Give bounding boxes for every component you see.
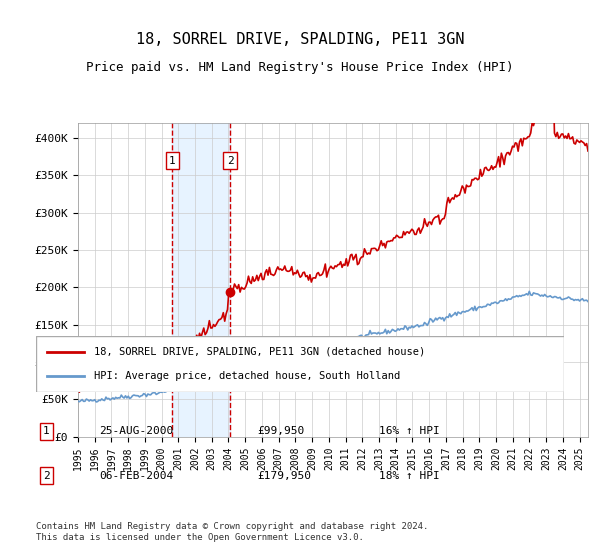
Text: 1: 1: [43, 426, 50, 436]
Text: 06-FEB-2004: 06-FEB-2004: [100, 471, 173, 481]
Text: 1: 1: [169, 156, 176, 166]
Text: 16% ↑ HPI: 16% ↑ HPI: [379, 426, 440, 436]
Text: 18% ↑ HPI: 18% ↑ HPI: [379, 471, 440, 481]
FancyBboxPatch shape: [36, 336, 564, 392]
Text: 18, SORREL DRIVE, SPALDING, PE11 3GN (detached house): 18, SORREL DRIVE, SPALDING, PE11 3GN (de…: [94, 347, 425, 357]
Bar: [172, 123, 230, 437]
Text: Contains HM Land Registry data © Crown copyright and database right 2024.
This d: Contains HM Land Registry data © Crown c…: [36, 522, 428, 542]
Text: HPI: Average price, detached house, South Holland: HPI: Average price, detached house, Sout…: [94, 371, 400, 381]
Text: 25-AUG-2000: 25-AUG-2000: [100, 426, 173, 436]
Text: 18, SORREL DRIVE, SPALDING, PE11 3GN: 18, SORREL DRIVE, SPALDING, PE11 3GN: [136, 32, 464, 46]
Text: 2: 2: [227, 156, 233, 166]
Text: Price paid vs. HM Land Registry's House Price Index (HPI): Price paid vs. HM Land Registry's House …: [86, 60, 514, 74]
Text: £179,950: £179,950: [258, 471, 312, 481]
Text: £99,950: £99,950: [258, 426, 305, 436]
Text: 2: 2: [43, 471, 50, 481]
